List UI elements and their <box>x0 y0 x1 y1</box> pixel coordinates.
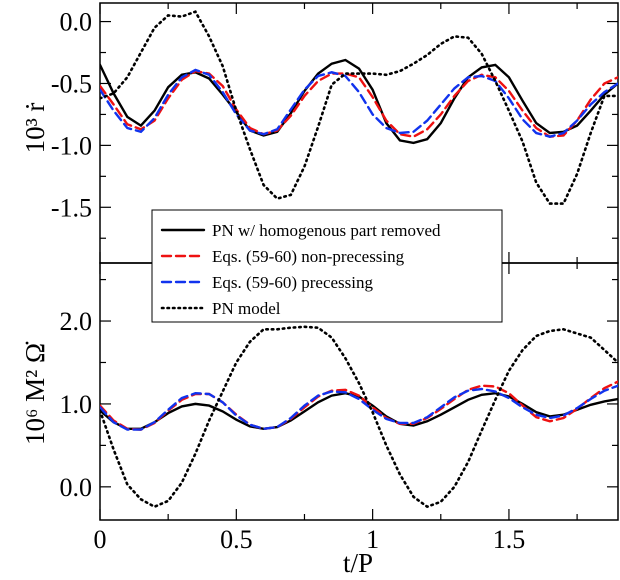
top-y-tick-label: -0.5 <box>51 69 92 98</box>
top-y-tick-label: -1.0 <box>51 131 92 160</box>
bottom-y-tick-label: 2.0 <box>60 307 93 336</box>
legend-label: Eqs. (59-60) precessing <box>212 273 373 292</box>
bottom-y-axis-label: 10⁶ M² Ω̇ <box>20 341 50 445</box>
top-series-line-2 <box>100 69 618 138</box>
legend-box <box>151 209 503 323</box>
legend-label: PN w/ homogenous part removed <box>212 221 441 240</box>
x-tick-label: 1 <box>366 525 379 554</box>
top-y-tick-label: 0.0 <box>60 8 93 37</box>
legend: PN w/ homogenous part removed Eqs. (59-60… <box>151 209 503 323</box>
x-tick-label: 1.5 <box>493 525 526 554</box>
bottom-series-line-2 <box>100 380 618 431</box>
x-axis: 0 0.5 1 1.5 <box>94 525 526 554</box>
bottom-panel: 0.0 1.0 2.0 <box>60 262 619 521</box>
top-series-line-3 <box>100 68 618 138</box>
top-panel: 0.0 -0.5 -1.0 -1.5 <box>51 2 619 264</box>
bottom-y-tick-label: 1.0 <box>60 390 93 419</box>
bottom-y-tick-label: 0.0 <box>60 473 93 502</box>
top-y-axis-label: 10³ ṙ <box>20 103 50 154</box>
x-tick-label: 0.5 <box>220 525 253 554</box>
x-axis-label: t/P <box>343 548 373 578</box>
bottom-series-line-3 <box>100 384 618 431</box>
legend-label: Eqs. (59-60) non-precessing <box>212 247 405 266</box>
x-tick-label: 0 <box>94 525 107 554</box>
top-series-line-4 <box>100 10 618 205</box>
bottom-series-line-4 <box>100 325 618 509</box>
top-y-tick-label: -1.5 <box>51 193 92 222</box>
legend-label: PN model <box>212 299 281 318</box>
